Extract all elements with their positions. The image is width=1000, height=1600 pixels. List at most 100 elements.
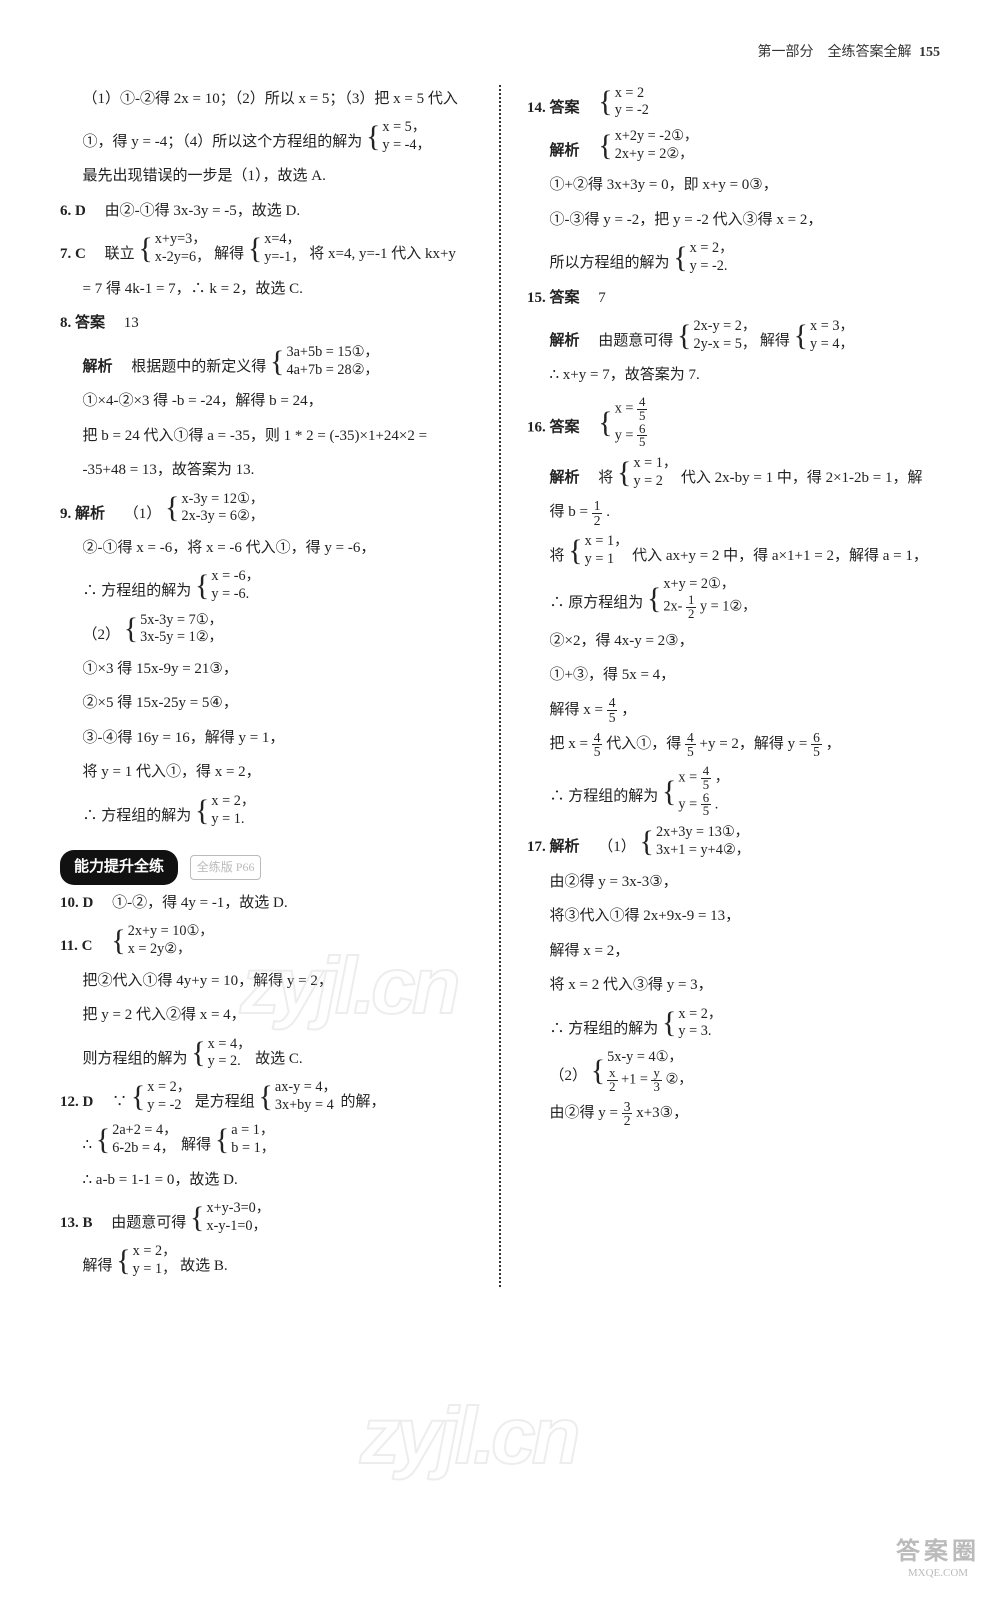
q-num: 12. D bbox=[60, 1094, 93, 1110]
text: y = bbox=[615, 427, 634, 443]
brace: x-3y = 12①， 2x-3y = 6②， bbox=[165, 491, 264, 527]
text: ∴ bbox=[83, 1137, 93, 1153]
brace-line: y = 1 bbox=[585, 551, 629, 569]
brace-line: y = 2 bbox=[633, 473, 677, 491]
text: 由②-①得 3x-3y = -5，故选 D. bbox=[105, 203, 301, 219]
brace: 2x+3y = 13①， 3x+1 = y+4②， bbox=[640, 824, 750, 860]
brace-line: x-y-1=0， bbox=[206, 1218, 270, 1236]
q16-l9: ∴ 方程组的解为 x = 45 ， y = 65 . bbox=[527, 765, 940, 818]
text: 解得 x = bbox=[550, 702, 603, 718]
brace: 2a+2 = 4， 6-2b = 4， bbox=[96, 1122, 178, 1158]
brace: x = 2， y = 1. bbox=[195, 793, 255, 829]
brace-line: y=-1， bbox=[264, 249, 305, 267]
brace-line: b = 1， bbox=[231, 1140, 275, 1158]
brace-line: x+y-3=0， bbox=[206, 1200, 270, 1218]
brace-line: 6-2b = 4， bbox=[112, 1140, 177, 1158]
brace-line: 2x- 12 y = 1②， bbox=[663, 594, 756, 621]
text: 得 b = bbox=[550, 504, 588, 520]
text: 将 x=4, y=-1 代入 kx+y bbox=[309, 246, 456, 262]
text: 解得 bbox=[214, 246, 244, 262]
q16-l3: 将 x = 1， y = 1 代入 ax+y = 2 中，得 a×1+1 = 2… bbox=[527, 533, 940, 570]
brace-line: y = 65 bbox=[615, 423, 648, 450]
q16: 16. 答案 x = 45 y = 65 bbox=[527, 396, 940, 449]
brace: 3a+5b = 15①， 4a+7b = 28②， bbox=[270, 344, 379, 380]
text: 所以方程组的解为 bbox=[550, 255, 670, 271]
brace: x = 3， y = 4， bbox=[794, 318, 854, 354]
q14-l3: ①-③得 y = -2，把 y = -2 代入③得 x = 2， bbox=[527, 206, 940, 235]
brace-line: x-2y=6， bbox=[155, 249, 211, 267]
q14-l4: 所以方程组的解为 x = 2， y = -2. bbox=[527, 240, 940, 277]
q9-l2: ②-①得 x = -6，将 x = -6 代入①，得 y = -6， bbox=[60, 534, 473, 563]
brace-line: y = 2. bbox=[208, 1053, 252, 1071]
text: 解得 bbox=[181, 1137, 211, 1153]
text: ∴ 方程组的解为 bbox=[83, 583, 192, 599]
fraction: 32 bbox=[622, 1100, 633, 1128]
q14-l2: ①+②得 3x+3y = 0，即 x+y = 0③， bbox=[527, 171, 940, 200]
text: 联立 bbox=[105, 246, 135, 262]
q-num: 13. B bbox=[60, 1215, 93, 1231]
q13: 13. B 由题意可得 x+y-3=0， x-y-1=0， bbox=[60, 1200, 473, 1237]
fraction: 65 bbox=[811, 731, 822, 759]
q17-l3: 将③代入①得 2x+9x-9 = 13， bbox=[527, 902, 940, 931]
text: 故选 C. bbox=[255, 1050, 303, 1066]
text: （2） bbox=[550, 1068, 588, 1084]
brace: x = -6， y = -6. bbox=[195, 568, 260, 604]
fraction: 12 bbox=[686, 594, 696, 621]
q-num: 7. C bbox=[60, 246, 86, 262]
text: ∴ 方程组的解为 bbox=[550, 789, 659, 805]
text: 的解， bbox=[340, 1094, 385, 1110]
text: 2x- bbox=[663, 599, 682, 615]
text: . bbox=[715, 796, 719, 812]
brace: x = 2， y = 3. bbox=[662, 1006, 722, 1042]
q-num: 15. 答案 bbox=[527, 290, 580, 306]
label: 解析 bbox=[550, 470, 580, 486]
q8-l4: -35+48 = 13，故答案为 13. bbox=[60, 456, 473, 485]
brace-line: x = 2， bbox=[133, 1243, 177, 1261]
q14-ex: 解析 x+2y = -2①， 2x+y = 2②， bbox=[527, 128, 940, 165]
text: （1） bbox=[124, 505, 162, 521]
label: 解析 bbox=[550, 143, 580, 159]
brace-line: 2x-y = 2， bbox=[693, 318, 756, 336]
brace-line: y = 1. bbox=[211, 811, 255, 829]
brace-line: x = 45 bbox=[615, 396, 648, 423]
brace-line: y = -4， bbox=[382, 137, 430, 155]
q8-l2: ①×4-②×3 得 -b = -24，解得 b = 24， bbox=[60, 387, 473, 416]
brace-line: y = -2. bbox=[690, 258, 734, 276]
brace: x = 2， y = 1， bbox=[116, 1243, 176, 1279]
q-num: 14. 答案 bbox=[527, 99, 580, 115]
footer-big: 答案圈 bbox=[896, 1538, 980, 1567]
brace: x+y-3=0， x-y-1=0， bbox=[190, 1200, 270, 1236]
text: 则方程组的解为 bbox=[83, 1050, 188, 1066]
brace: x=4， y=-1， bbox=[248, 231, 306, 267]
q9-2l3: ②×5 得 15x-25y = 5④， bbox=[60, 689, 473, 718]
brace-line: x = 2， bbox=[211, 793, 255, 811]
text: ∴ 方程组的解为 bbox=[550, 1020, 659, 1036]
brace-line: x+2y = -2①， bbox=[615, 128, 698, 146]
page-header: 第一部分 全练答案全解 155 bbox=[60, 40, 940, 67]
q12-l3: ∴ a-b = 1-1 = 0，故选 D. bbox=[60, 1166, 473, 1195]
q9-2l5: 将 y = 1 代入①，得 x = 2， bbox=[60, 758, 473, 787]
text: ， bbox=[715, 770, 729, 786]
section-title: 第一部分 全练答案全解 bbox=[758, 45, 912, 60]
brace-line: 2x+y = 10①， bbox=[128, 923, 214, 941]
brace-line: y = 3. bbox=[678, 1023, 722, 1041]
fraction: 45 bbox=[685, 731, 696, 759]
text: 解得 bbox=[83, 1258, 113, 1274]
text: . bbox=[606, 504, 610, 520]
q13-l2: 解得 x = 2， y = 1， 故选 B. bbox=[60, 1243, 473, 1280]
brace-line: x = 1， bbox=[633, 455, 677, 473]
brace-line: 2y-x = 5， bbox=[693, 336, 756, 354]
q10: 10. D ①-②，得 4y = -1，故选 D. bbox=[60, 889, 473, 918]
text: （1） bbox=[598, 839, 636, 855]
section-header: 能力提升全练 全练版 P66 bbox=[60, 836, 473, 889]
q11-l2: 把②代入①得 4y+y = 10，解得 y = 2， bbox=[60, 967, 473, 996]
brace-line: a = 1， bbox=[231, 1122, 275, 1140]
text: x+3③， bbox=[636, 1105, 688, 1121]
text: ， bbox=[826, 736, 841, 752]
section-pill: 能力提升全练 bbox=[60, 850, 178, 885]
brace: ax-y = 4， 3x+by = 4 bbox=[258, 1079, 336, 1115]
brace: 2x+y = 10①， x = 2y②， bbox=[111, 923, 213, 959]
brace-line: x = 2y②， bbox=[128, 941, 214, 959]
brace: x = 1， y = 2 bbox=[617, 455, 677, 491]
q5-line2: ①，得 y = -4；（4）所以这个方程组的解为 x = 5， y = -4， bbox=[60, 119, 473, 156]
